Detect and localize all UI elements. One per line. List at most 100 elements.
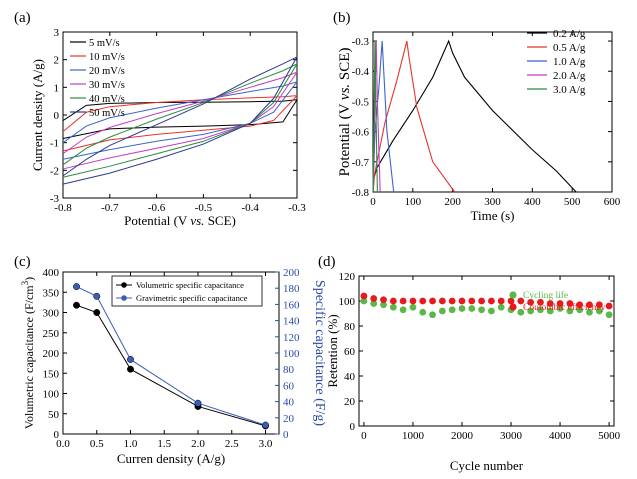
panel-d-point-coulombic-efficiency [507, 297, 515, 305]
panel-d-x-tick-label: 1000 [402, 430, 425, 442]
panel-b-y-tick-label: -0.7 [352, 157, 370, 169]
panel-c-y-tick-label: 300 [43, 308, 60, 320]
panel-c-x-tick-label: 0.0 [56, 438, 70, 450]
panel-b-y-axis-label-part: SCE) [337, 48, 353, 84]
panel-a-series-50-mV-s-lower [62, 56, 298, 185]
panel-a-y-tick-label: -1 [50, 138, 59, 150]
panel-b-y-tick-label: -0.4 [352, 66, 370, 78]
panel-d-point-cycling-life [537, 306, 544, 314]
panel-b-x-tick-label: 300 [484, 196, 501, 208]
panel-d-point-cycling-life [556, 305, 564, 312]
panel-d-point-coulombic-efficiency [488, 297, 495, 305]
panel-c-right-y-tick-label: 180 [283, 283, 300, 295]
panel-b-series-1-0-A-g [372, 41, 395, 193]
panel-d-point-cycling-life [517, 308, 525, 316]
panel-d-point-cycling-life [595, 307, 603, 315]
panel-d-point-cycling-life [419, 308, 427, 316]
panel-a-x-axis-label-part: vs. [190, 213, 204, 228]
panel-b-series-3-0-A-g [372, 41, 378, 193]
panel-b-series-0-2-A-g [372, 39, 577, 193]
panel-d-point-coulombic-efficiency [576, 301, 584, 309]
panel-d-point-coulombic-efficiency [360, 292, 368, 300]
panel-c-legend-marker [121, 295, 127, 301]
panel-d-point-cycling-life [409, 303, 417, 311]
panel-a-series-30-mV-s-lower [62, 71, 298, 170]
panel-d-point-cycling-life [605, 311, 613, 319]
panel-d-x-tick-label: 3000 [500, 430, 523, 442]
panel-c-y-tick-label: 0 [54, 429, 60, 441]
panel-c-right-y-tick-label: 80 [283, 364, 295, 376]
panel-c-right-y-tick-label: 60 [283, 380, 295, 392]
panel-d-x-axis-label: Cycle number [450, 458, 524, 473]
panel-a-x-tick-label: -0.5 [195, 202, 213, 214]
panel-d-point-coulombic-efficiency [380, 296, 387, 304]
panel-d-point-cycling-life [488, 307, 495, 315]
panel-d-point-coulombic-efficiency [399, 297, 407, 305]
panel-c-legend-label: Gravimetric specific capacitance [136, 293, 248, 303]
panel-c-right-y-axis-label: Specific capacitance (F/g) [312, 280, 327, 426]
panel-b-series-0-5-A-g [372, 40, 456, 193]
panel-d-point-coulombic-efficiency [586, 301, 593, 309]
panel-d-y-tick-label: 0 [350, 421, 356, 433]
panel-d-point-coulombic-efficiency [478, 297, 485, 305]
panel-d-point-cycling-life [497, 303, 505, 311]
panel-b-legend-label: 2.0 A/g [553, 70, 586, 82]
panel-c-data-point [73, 283, 80, 291]
panel-c-data-point [93, 309, 101, 316]
panel-a-x-axis-label: Potential (V vs. SCE) [124, 213, 236, 228]
panel-a-series-20-mV-s-lower [62, 81, 298, 160]
panel-d-point-coulombic-efficiency [537, 298, 544, 306]
panel-b-x-tick-label: 0 [370, 196, 376, 208]
panel-d-point-coulombic-efficiency [497, 297, 505, 305]
panel-c-legend-box [111, 275, 263, 307]
panel-b-y-axis-label-part: vs. [337, 84, 353, 100]
panel-d-y-tick-label: 40 [344, 371, 356, 383]
panel-a-x-tick-label: -0.7 [101, 202, 119, 214]
panel-c-y-axis-label-part: Volumetric capacitance (F/cm [22, 285, 36, 429]
panel-d-panel-label: (d) [318, 254, 336, 270]
panel-b-panel-label: (b) [333, 10, 351, 26]
panel-a-legend-label: 10 mV/s [89, 52, 125, 63]
panel-a-legend-label: 50 mV/s [89, 108, 125, 119]
panel-a-legend-label: 20 mV/s [89, 66, 125, 77]
panel-b-x-tick-label: 200 [444, 196, 461, 208]
panel-b-y-axis-label: Potential (V vs. SCE) [337, 48, 353, 177]
panel-d-point-coulombic-efficiency [566, 300, 574, 307]
panel-d-x-tick-label: 4000 [549, 430, 572, 442]
panel-c-x-tick-label: 0.5 [90, 438, 104, 450]
panel-c-data-point [93, 292, 101, 300]
panel-c-x-axis-label: Curren density (A/g) [117, 451, 225, 466]
panel-d-point-cycling-life [468, 305, 476, 312]
panel-d-x-tick-label: 0 [361, 430, 367, 442]
panel-c-right-y-tick-label: 40 [283, 397, 295, 409]
panel-c-panel-label: (c) [14, 254, 31, 270]
panel-a-y-tick-label: 1 [54, 82, 60, 94]
panel-c-y-tick-label: 200 [43, 348, 60, 360]
panel-a-legend-label: 30 mV/s [89, 80, 125, 91]
panel-c-legend-marker [121, 282, 127, 288]
panel-d-point-coulombic-efficiency [419, 297, 427, 305]
panel-c-y-axis-label-part: ) [22, 277, 36, 281]
panel-d-point-coulombic-efficiency [517, 297, 525, 305]
panel-c-right-y-tick-label: 100 [283, 348, 300, 360]
panel-b-legend-label: 1.0 A/g [553, 56, 586, 68]
panel-c-x-tick-label: 2.0 [191, 438, 205, 450]
panel-d-point-coulombic-efficiency [389, 297, 397, 305]
panel-d-point-coulombic-efficiency [595, 301, 603, 309]
panel-d-x-tick-label: 5000 [598, 430, 621, 442]
panel-d-point-coulombic-efficiency [468, 297, 476, 305]
panel-d-point-coulombic-efficiency [527, 298, 535, 306]
panel-d-point-cycling-life [448, 306, 456, 314]
panel-b-x-tick-label: 400 [524, 196, 541, 208]
panel-a-series-30-mV-s-upper [62, 71, 298, 155]
panel-b-legend-label: 0.5 A/g [553, 42, 586, 54]
panel-d-plot-frame [358, 275, 615, 427]
panel-c-y-tick-label: 50 [48, 409, 60, 421]
panel-d-point-cycling-life [586, 308, 593, 316]
panel-a-x-tick-label: -0.6 [148, 202, 166, 214]
panel-a-x-axis-label-part: Potential (V [124, 213, 190, 228]
panel-c-right-y-tick-label: 20 [283, 413, 295, 425]
panel-d-point-coulombic-efficiency [438, 297, 446, 305]
panel-c-legend-label: Volumetric specific capacitance [136, 280, 244, 290]
panel-a-series-10-mV-s-lower [62, 95, 298, 152]
